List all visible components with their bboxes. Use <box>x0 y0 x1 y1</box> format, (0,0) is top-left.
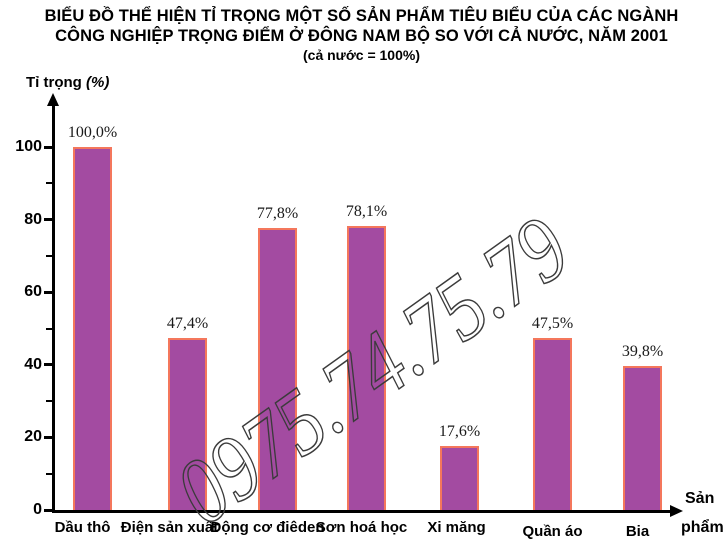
y-tick-label: 100 <box>15 138 42 155</box>
y-major-tick <box>44 218 52 222</box>
y-axis-arrow-icon <box>47 93 59 106</box>
x-axis-title-line2: phẩm <box>681 519 723 536</box>
x-category-label: Dầu thô <box>54 519 111 536</box>
y-major-tick <box>44 290 52 294</box>
bar-7 <box>623 365 662 510</box>
y-major-tick <box>44 435 52 439</box>
x-category-label: Sơn hoá học <box>315 519 408 536</box>
y-tick-label: 0 <box>33 501 42 518</box>
y-minor-tick <box>46 400 52 403</box>
bar-value-label: 47,4% <box>166 314 209 332</box>
chart-subtitle: (cả nước = 100%) <box>303 47 420 63</box>
y-tick-label: 40 <box>24 355 42 373</box>
y-tick-label: 20 <box>24 428 42 446</box>
bar-value-label: 47,5% <box>531 314 574 332</box>
bar-2 <box>168 337 207 510</box>
y-major-tick <box>44 145 52 149</box>
x-category-label: Xi măng <box>427 519 486 536</box>
bar-value-label: 100,0% <box>67 124 118 141</box>
y-minor-tick <box>46 254 52 257</box>
x-axis-arrow-icon <box>670 505 683 517</box>
bar-5 <box>440 446 479 510</box>
x-axis-title-line1: Sản <box>685 490 715 507</box>
bar-3 <box>258 227 297 510</box>
bar-4 <box>347 226 386 510</box>
x-category-label: Động cơ điêden <box>210 519 325 536</box>
x-category-label: Bia <box>625 523 650 540</box>
bar-value-label: 77,8% <box>256 204 299 222</box>
y-axis-title-text: Tỉ trọng <box>26 74 82 91</box>
y-tick-label: 80 <box>24 210 42 228</box>
x-axis-line <box>52 510 672 513</box>
bar-value-label: 39,8% <box>621 342 664 360</box>
y-minor-tick <box>46 327 52 330</box>
chart-title-line2: CÔNG NGHIỆP TRỌNG ĐIỂM Ở ĐÔNG NAM BỘ SO … <box>55 27 668 45</box>
bar-6 <box>533 337 572 510</box>
chart-title-line1: BIỂU ĐỒ THỂ HIỆN TỈ TRỌNG MỘT SỐ SẢN PHẨ… <box>44 7 679 25</box>
x-category-label: Điện sản xuất <box>120 519 219 536</box>
bar-1 <box>73 147 112 510</box>
y-minor-tick <box>46 472 52 475</box>
y-minor-tick <box>46 182 52 185</box>
y-axis-line <box>52 104 55 513</box>
y-major-tick <box>44 508 52 512</box>
y-axis-unit: (%) <box>86 74 110 91</box>
y-major-tick <box>44 363 52 367</box>
chart-title: BIỂU ĐỒ THỂ HIỆN TỈ TRỌNG MỘT SỐ SẢN PHẨ… <box>0 6 723 46</box>
y-tick-label: 60 <box>24 283 42 301</box>
x-axis-title: Sản phẩm <box>681 490 723 536</box>
bar-value-label: 17,6% <box>438 423 481 441</box>
bar-value-label: 78,1% <box>345 203 388 221</box>
x-category-label: Quần áo <box>522 523 583 540</box>
y-axis-title: Tỉ trọng (%) <box>26 74 109 91</box>
